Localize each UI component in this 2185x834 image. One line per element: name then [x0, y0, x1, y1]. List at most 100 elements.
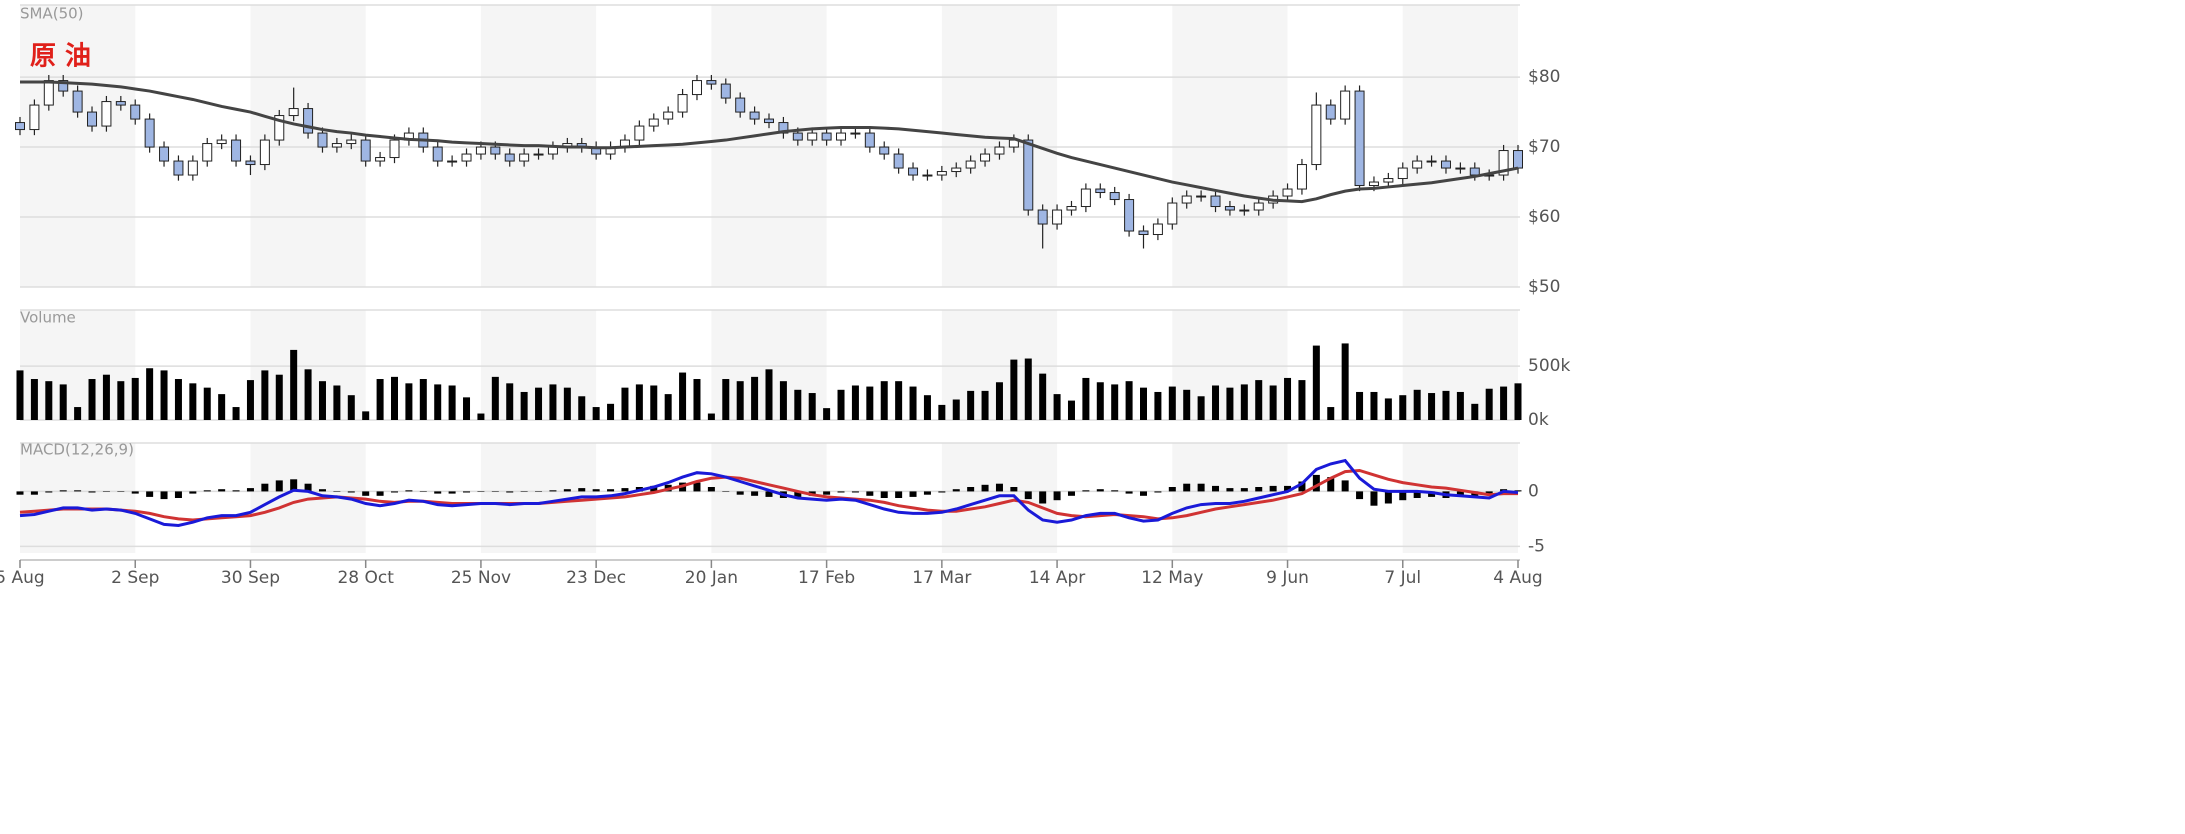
candle-body: [475, 146, 486, 155]
histogram-bar: [967, 487, 975, 492]
histogram-bar: [391, 491, 398, 493]
candle-body: [706, 80, 717, 85]
histogram-bar: [909, 491, 917, 497]
x-tick-label: 9 Jun: [1266, 568, 1309, 588]
volume-bar: [1399, 395, 1407, 420]
volume-bar: [1024, 358, 1032, 420]
histogram-bar: [1096, 489, 1104, 492]
y-tick-label: $50: [1528, 277, 1560, 297]
band: [20, 5, 136, 287]
volume-bar: [578, 396, 586, 420]
histogram-bar: [851, 491, 859, 493]
volume-bar: [535, 387, 543, 420]
x-tick-label: 23 Dec: [566, 568, 626, 588]
x-tick-label: 4 Aug: [1493, 568, 1542, 588]
band: [1172, 5, 1288, 287]
volume-bar: [232, 407, 240, 420]
candle-body: [159, 146, 170, 162]
histogram-bar: [74, 490, 82, 492]
histogram-bar: [146, 491, 154, 497]
histogram-bar: [203, 490, 211, 492]
volume-bar: [448, 385, 456, 420]
histogram-bar: [923, 491, 931, 495]
histogram-bar: [405, 490, 413, 492]
volume-bar: [506, 383, 514, 420]
histogram-bar: [333, 491, 341, 492]
candle-body: [1383, 178, 1394, 183]
volume-bar: [405, 383, 413, 420]
candle-body: [130, 104, 141, 120]
y-tick-label: 500k: [1528, 356, 1570, 376]
volume-bar: [549, 384, 557, 420]
y-tick-label: 0k: [1528, 410, 1549, 430]
histogram-bar: [1284, 485, 1292, 492]
candle-body: [1469, 167, 1480, 176]
volume-bar: [1471, 403, 1479, 420]
candle-body: [648, 118, 659, 127]
volume-bar: [261, 370, 269, 420]
candle-body: [1397, 167, 1408, 180]
histogram-bar: [1399, 491, 1407, 501]
volume-bar: [751, 376, 759, 420]
candle-body: [144, 118, 155, 148]
volume-bar: [174, 379, 182, 420]
volume-bar: [1384, 398, 1392, 420]
x-tick-label: 5 Aug: [0, 568, 45, 588]
histogram-bar: [823, 491, 831, 495]
candle-body: [331, 143, 342, 148]
volume-bar: [664, 394, 672, 420]
volume-bar: [650, 385, 658, 420]
volume-bar: [246, 380, 254, 420]
candle-body: [547, 146, 558, 155]
volume-bar: [477, 413, 485, 420]
histogram-bar: [1168, 487, 1176, 492]
volume-bar: [102, 374, 110, 420]
x-tick-label: 7 Jul: [1384, 568, 1421, 588]
histogram-bar: [376, 491, 384, 496]
volume-bar: [218, 394, 226, 420]
histogram-bar: [981, 484, 989, 492]
volume-bar: [895, 381, 903, 420]
histogram-bar: [736, 491, 744, 495]
volume-bar: [693, 379, 701, 420]
volume-bar: [1284, 377, 1292, 420]
x-tick-label: 12 May: [1141, 568, 1203, 588]
histogram-bar: [1082, 490, 1090, 492]
x-tick-label: 28 Oct: [337, 568, 394, 588]
candle-body: [965, 160, 976, 169]
histogram-bar: [722, 491, 730, 492]
candle-body: [389, 139, 400, 159]
volume-bar: [1269, 385, 1277, 420]
candle-body: [1296, 164, 1307, 190]
volume-bar: [59, 384, 67, 420]
volume-bar: [1312, 345, 1320, 420]
volume-bar: [736, 381, 744, 420]
candle-body: [691, 80, 702, 96]
volume-bar: [160, 370, 168, 420]
candle-body: [173, 160, 184, 176]
volume-bar: [967, 390, 975, 420]
volume-bar: [866, 386, 874, 420]
candle-body: [792, 132, 803, 141]
candle-body: [879, 146, 890, 155]
histogram-bar: [506, 491, 514, 493]
volume-bar: [1053, 394, 1061, 420]
histogram-bar: [88, 491, 96, 493]
volume-bar: [1514, 383, 1522, 420]
candle-body: [519, 153, 530, 162]
candle-body: [1340, 90, 1351, 120]
x-tick-label: 25 Nov: [451, 568, 511, 588]
candle-body: [202, 143, 213, 162]
x-tick-label: 2 Sep: [111, 568, 159, 588]
candle-body: [58, 80, 69, 92]
volume-bar: [1240, 384, 1248, 420]
candle-body: [1167, 202, 1178, 225]
band: [941, 443, 1058, 553]
histogram-bar: [938, 491, 946, 493]
candle-body: [1181, 195, 1192, 204]
histogram-bar: [362, 491, 370, 496]
candle-body: [864, 132, 875, 148]
candle-body: [1412, 160, 1423, 169]
histogram-bar: [434, 491, 442, 494]
